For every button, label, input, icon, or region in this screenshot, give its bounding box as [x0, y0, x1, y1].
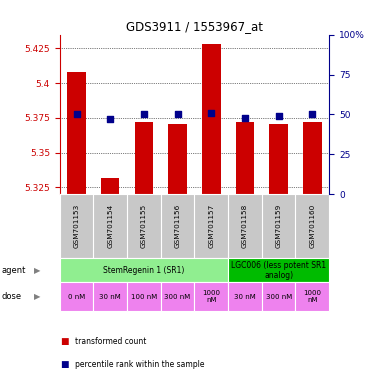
Point — [174, 111, 181, 118]
Text: GSM701155: GSM701155 — [141, 204, 147, 248]
Bar — [228, 258, 329, 282]
Bar — [60, 258, 228, 282]
Point — [74, 111, 80, 118]
Text: GSM701160: GSM701160 — [309, 204, 315, 248]
Text: 300 nM: 300 nM — [164, 294, 191, 300]
Text: ■: ■ — [60, 337, 68, 346]
Bar — [168, 124, 187, 194]
Bar — [236, 122, 254, 194]
Text: transformed count: transformed count — [75, 337, 146, 346]
Text: LGC006 (less potent SR1
analog): LGC006 (less potent SR1 analog) — [231, 261, 326, 280]
Bar — [228, 282, 262, 311]
Bar — [303, 122, 321, 194]
Text: ▶: ▶ — [33, 266, 40, 275]
Text: agent: agent — [2, 266, 26, 275]
Bar — [135, 122, 153, 194]
Text: GSM701153: GSM701153 — [74, 204, 80, 248]
Text: GSM701158: GSM701158 — [242, 204, 248, 248]
Text: 1000
nM: 1000 nM — [202, 290, 220, 303]
Text: 30 nM: 30 nM — [234, 294, 256, 300]
Bar — [194, 282, 228, 311]
Text: 100 nM: 100 nM — [131, 294, 157, 300]
Bar — [60, 282, 93, 311]
Text: dose: dose — [2, 292, 22, 301]
Text: 1000
nM: 1000 nM — [303, 290, 321, 303]
Point — [276, 113, 282, 119]
Text: 30 nM: 30 nM — [99, 294, 121, 300]
Bar — [161, 282, 194, 311]
Bar — [127, 282, 161, 311]
Text: ▶: ▶ — [33, 292, 40, 301]
Point — [107, 116, 113, 122]
Bar — [270, 124, 288, 194]
Point — [208, 110, 214, 116]
Bar — [101, 178, 119, 194]
Point — [242, 114, 248, 121]
Text: StemRegenin 1 (SR1): StemRegenin 1 (SR1) — [103, 266, 184, 275]
Text: ■: ■ — [60, 360, 68, 369]
Bar — [296, 282, 329, 311]
Bar — [93, 282, 127, 311]
Point — [309, 111, 315, 118]
Point — [141, 111, 147, 118]
Text: GSM701159: GSM701159 — [276, 204, 282, 248]
Bar — [67, 72, 86, 194]
Text: GSM701154: GSM701154 — [107, 204, 113, 248]
Text: GSM701156: GSM701156 — [174, 204, 181, 248]
Text: GSM701157: GSM701157 — [208, 204, 214, 248]
Title: GDS3911 / 1553967_at: GDS3911 / 1553967_at — [126, 20, 263, 33]
Text: percentile rank within the sample: percentile rank within the sample — [75, 360, 204, 369]
Text: 0 nM: 0 nM — [68, 294, 85, 300]
Bar — [262, 282, 296, 311]
Bar — [202, 44, 221, 194]
Text: 300 nM: 300 nM — [266, 294, 292, 300]
